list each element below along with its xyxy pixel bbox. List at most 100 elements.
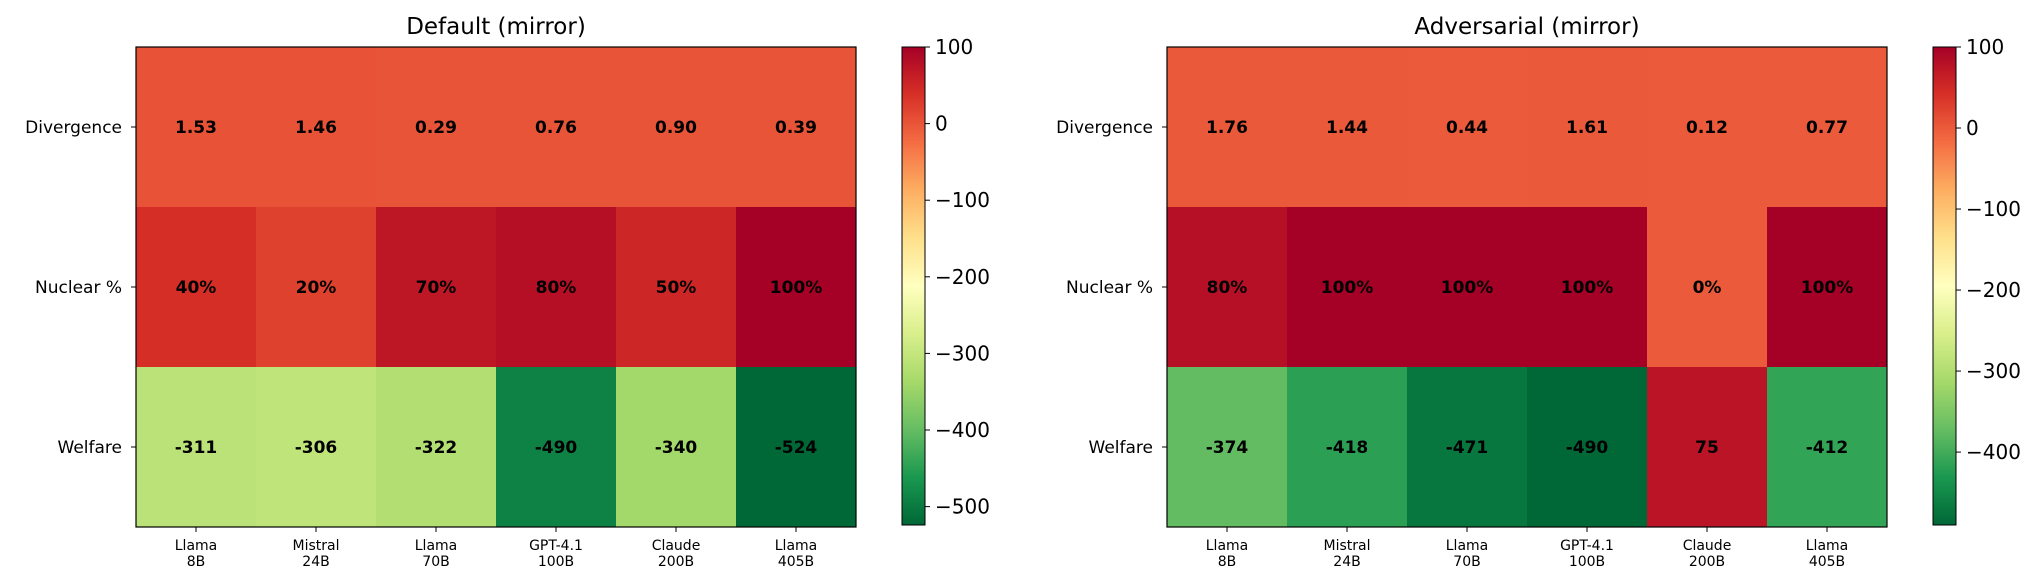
cell-value-label: 0.39 (775, 118, 817, 138)
colorbar-tick-label: −300 (935, 341, 990, 365)
colorbar-tick-label: −200 (935, 265, 990, 289)
heatmap-cell (616, 367, 737, 528)
column-label: Llama 405B (1806, 538, 1849, 570)
heatmap-cell (1167, 367, 1288, 528)
cell-value-label: 40% (176, 278, 217, 298)
heatmap-cell (1527, 47, 1648, 208)
column-label: Llama 8B (1206, 538, 1249, 570)
heatmap-cell (1767, 207, 1888, 368)
cell-value-label: -412 (1806, 438, 1849, 458)
cell-value-label: -340 (655, 438, 698, 458)
heatmap-cell (616, 207, 737, 368)
heatmap-cell (376, 207, 497, 368)
heatmap-cell (1407, 47, 1528, 208)
heatmap-cell (496, 367, 617, 528)
colorbar-tick-label: −200 (1966, 278, 2021, 302)
cell-value-label: 0.29 (415, 118, 457, 138)
cell-value-label: 50% (656, 278, 697, 298)
cell-value-label: 70% (416, 278, 457, 298)
heatmap-cell (1647, 207, 1768, 368)
cell-value-label: 80% (536, 278, 577, 298)
colorbar-tick-label: −100 (935, 188, 990, 212)
cell-value-label: 20% (296, 278, 337, 298)
cell-value-label: 0.77 (1806, 118, 1848, 138)
cell-value-label: 1.46 (295, 118, 337, 138)
cell-value-label: -490 (1566, 438, 1609, 458)
cell-value-label: 100% (1801, 278, 1854, 298)
cell-value-label: 75 (1695, 438, 1719, 458)
row-label: Divergence (1056, 118, 1153, 138)
cell-value-label: 0% (1693, 278, 1722, 298)
heatmap-cell (496, 207, 617, 368)
heatmap-cell (256, 47, 377, 208)
heatmap-cell (736, 207, 857, 368)
heatmap-cell (1407, 367, 1528, 528)
column-label: Llama 405B (775, 538, 818, 570)
cell-value-label: -322 (415, 438, 458, 458)
heatmap-cell (1647, 367, 1768, 528)
colorbar-tick-label: 100 (1966, 35, 2004, 59)
cell-value-label: 100% (770, 278, 823, 298)
heatmap-cell (376, 367, 497, 528)
heatmap-cell (136, 47, 257, 208)
heatmap-cell (1527, 367, 1648, 528)
cell-value-label: 100% (1321, 278, 1374, 298)
column-label: Mistral 24B (1324, 538, 1371, 570)
column-label: Llama 70B (415, 538, 458, 570)
cell-value-label: -418 (1326, 438, 1369, 458)
row-label: Divergence (25, 118, 122, 138)
heatmap-panel-default: Default (mirror) 1.53 1.46 0.29 0.76 0.90 0.3… (25, 14, 990, 570)
heatmap-cell (616, 47, 737, 208)
heatmap-cell (1767, 47, 1888, 208)
column-label: Claude 200B (652, 538, 701, 570)
column-label: Llama 8B (175, 538, 218, 570)
heatmap-cell (256, 367, 377, 528)
cell-value-label: -471 (1446, 438, 1489, 458)
colorbar-tick-label: 0 (1966, 116, 1979, 140)
colorbar-tick-label: −400 (935, 418, 990, 442)
cell-value-label: 1.44 (1326, 118, 1368, 138)
heatmap-cell (1647, 47, 1768, 208)
column-label: Claude 200B (1683, 538, 1732, 570)
column-label: GPT-4.1 100B (529, 538, 583, 570)
heatmap-cell (376, 47, 497, 208)
cell-value-label: -306 (295, 438, 338, 458)
heatmap-cell (136, 207, 257, 368)
heatmap-cell (1407, 207, 1528, 368)
cell-value-label: 0.90 (655, 118, 697, 138)
row-label: Nuclear % (1066, 278, 1153, 298)
row-label: Welfare (58, 438, 122, 458)
row-label: Welfare (1089, 438, 1153, 458)
cell-value-label: 0.76 (535, 118, 577, 138)
colorbar (901, 46, 926, 526)
row-label: Nuclear % (35, 278, 122, 298)
colorbar-tick-label: 100 (935, 35, 973, 59)
heatmap-cell (256, 207, 377, 368)
cell-value-label: -524 (775, 438, 818, 458)
colorbar-tick-label: −400 (1966, 440, 2021, 464)
cell-value-label: -374 (1206, 438, 1249, 458)
cell-value-label: 100% (1441, 278, 1494, 298)
cell-value-label: 0.12 (1686, 118, 1728, 138)
heatmap-cell (1287, 367, 1408, 528)
heatmap-cell (1287, 207, 1408, 368)
cell-value-label: 100% (1561, 278, 1614, 298)
column-label: Llama 70B (1446, 538, 1489, 570)
heatmap-cell (1287, 47, 1408, 208)
column-label: GPT-4.1 100B (1560, 538, 1614, 570)
colorbar-tick-label: −300 (1966, 359, 2021, 383)
colorbar-tick-label: −500 (935, 495, 990, 519)
cell-value-label: 1.76 (1206, 118, 1248, 138)
heatmap-cell (1767, 367, 1888, 528)
cell-value-label: 1.61 (1566, 118, 1608, 138)
heatmap-cell (496, 47, 617, 208)
heatmap-cell (136, 367, 257, 528)
heatmap-cell (1167, 47, 1288, 208)
cell-value-label: -311 (175, 438, 218, 458)
heatmap-cell (1527, 207, 1648, 368)
cell-value-label: 1.53 (175, 118, 217, 138)
cell-value-label: -490 (535, 438, 578, 458)
cell-value-label: 0.44 (1446, 118, 1488, 138)
colorbar-tick-label: 0 (935, 112, 948, 136)
